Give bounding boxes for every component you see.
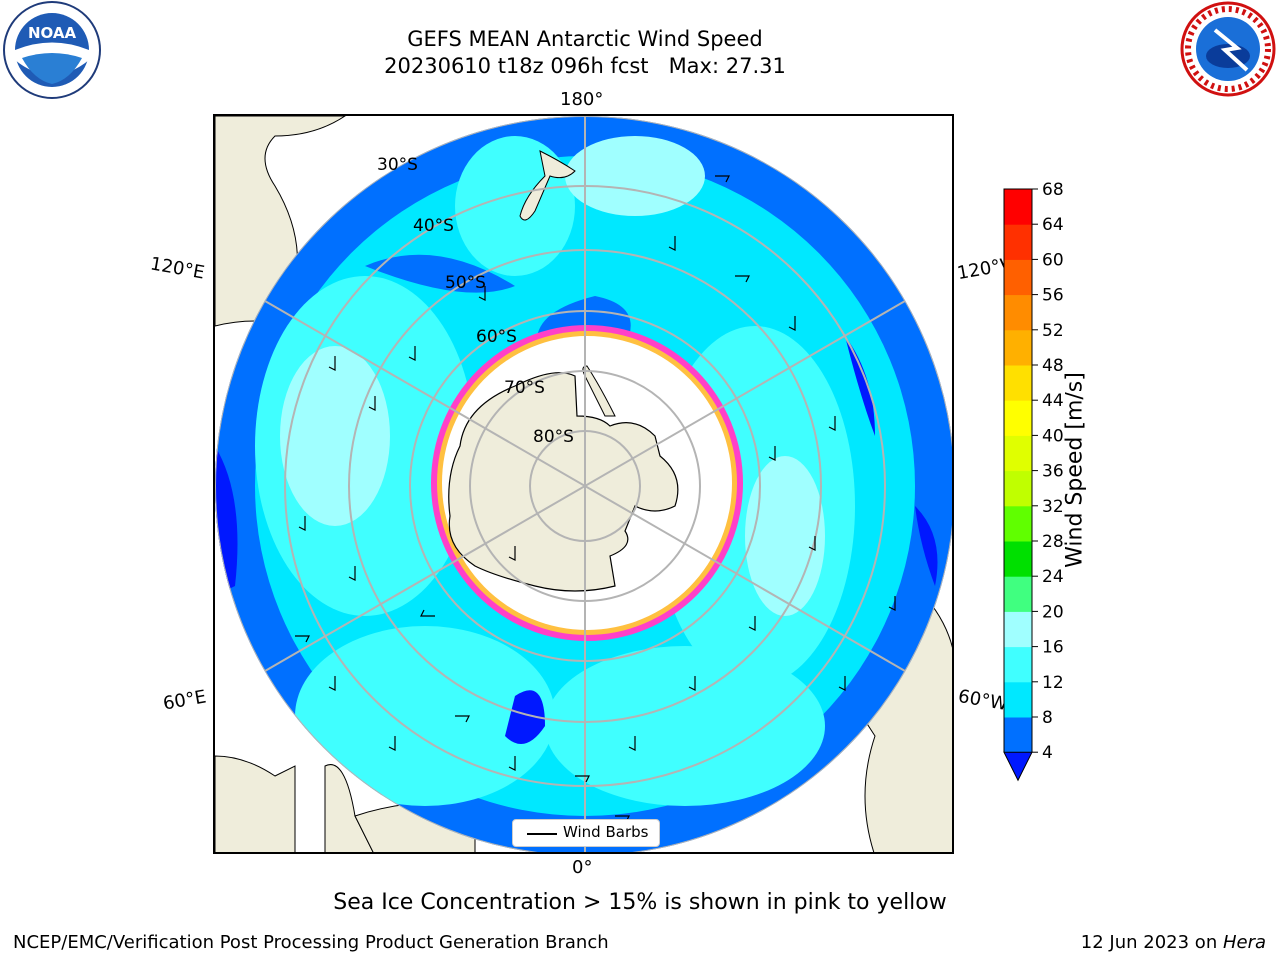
colorbar-segment bbox=[1004, 611, 1032, 648]
colorbar-tick-label: 60 bbox=[1042, 250, 1064, 270]
colorbar: 68 64 60 56 52 48 44 40 36 32 28 24 20 16 12 8 4 bbox=[1003, 180, 1064, 782]
lon-label-120e: 120°E bbox=[148, 253, 207, 284]
colorbar-segment bbox=[1004, 717, 1032, 753]
chart-subtitle: 20230610 t18z 096h fcst Max: 27.31 bbox=[384, 54, 786, 78]
colorbar-tick-label: 32 bbox=[1042, 497, 1064, 517]
footer-org: NCEP/EMC/Verification Post Processing Pr… bbox=[13, 932, 609, 953]
colorbar-segment bbox=[1004, 259, 1032, 296]
footer-host: Hera bbox=[1222, 932, 1266, 953]
colorbar-segment bbox=[1004, 681, 1032, 718]
colorbar-under-arrow bbox=[1003, 751, 1033, 782]
colorbar-tick-label: 28 bbox=[1042, 532, 1064, 552]
lat-label-60s: 60°S bbox=[476, 327, 517, 347]
colorbar-tick-label: 68 bbox=[1042, 180, 1064, 200]
wind-barbs bbox=[295, 175, 896, 823]
noaa-logo: NOAA bbox=[3, 1, 101, 99]
colorbar-tick-label: 4 bbox=[1042, 743, 1053, 763]
colorbar-tick-label: 36 bbox=[1042, 462, 1064, 482]
map-panel: 30°S 40°S 50°S 60°S 70°S 80°S Wind Barbs bbox=[213, 114, 954, 854]
colorbar-tick-label: 56 bbox=[1042, 286, 1064, 306]
lat-label-30s: 30°S bbox=[377, 155, 418, 175]
colorbar-tick-label: 52 bbox=[1042, 321, 1064, 341]
colorbar-segment bbox=[1004, 435, 1032, 472]
nws-logo bbox=[1180, 1, 1276, 97]
land-new-zealand bbox=[519, 150, 576, 221]
colorbar-tick-label: 44 bbox=[1042, 391, 1064, 411]
chart-title: GEFS MEAN Antarctic Wind Speed bbox=[407, 27, 763, 51]
footer-date-text: 12 Jun 2023 on bbox=[1080, 932, 1223, 953]
colorbar-tick-label: 12 bbox=[1042, 673, 1064, 693]
map-canvas: 30°S 40°S 50°S 60°S 70°S 80°S bbox=[215, 116, 952, 852]
colorbar-segment bbox=[1004, 541, 1032, 577]
colorbar-segment bbox=[1004, 576, 1032, 612]
land-africa bbox=[215, 755, 296, 852]
colorbar-segment bbox=[1004, 400, 1032, 436]
lon-label-180: 180° bbox=[560, 89, 604, 110]
sea-ice-note: Sea Ice Concentration > 15% is shown in … bbox=[333, 890, 947, 915]
colorbar-tick-label: 24 bbox=[1042, 567, 1064, 587]
lon-label-60e: 60°E bbox=[161, 686, 208, 715]
noaa-logo-text: NOAA bbox=[28, 24, 77, 42]
colorbar-tick-label: 16 bbox=[1042, 638, 1064, 658]
land-antarctic-peninsula bbox=[582, 365, 616, 417]
colorbar-tick-label: 48 bbox=[1042, 356, 1064, 376]
colorbar-segment bbox=[1004, 294, 1032, 331]
lat-label-70s: 70°S bbox=[504, 378, 545, 398]
colorbar-segment bbox=[1004, 646, 1032, 683]
lat-label-80s: 80°S bbox=[533, 427, 574, 447]
colorbar-segment bbox=[1004, 365, 1032, 401]
lat-label-40s: 40°S bbox=[413, 216, 454, 236]
lon-label-0: 0° bbox=[572, 857, 593, 878]
colorbar-segment bbox=[1004, 224, 1032, 260]
colorbar-tick-label: 40 bbox=[1042, 426, 1064, 446]
colorbar-tick-label: 64 bbox=[1042, 215, 1064, 235]
lat-label-50s: 50°S bbox=[445, 273, 486, 293]
map-legend: Wind Barbs bbox=[512, 819, 660, 847]
colorbar-segment bbox=[1004, 505, 1032, 542]
colorbar-segment bbox=[1004, 189, 1032, 225]
legend-line-swatch bbox=[527, 833, 557, 835]
footer-date: 12 Jun 2023 on Hera bbox=[1081, 932, 1266, 953]
colorbar-segment bbox=[1004, 329, 1032, 366]
legend-label: Wind Barbs bbox=[563, 823, 649, 841]
graticule bbox=[215, 116, 952, 852]
colorbar-label: Wind Speed [m/s] bbox=[1062, 372, 1088, 568]
colorbar-tick-label: 8 bbox=[1042, 708, 1053, 728]
colorbar-segment bbox=[1004, 470, 1032, 507]
colorbar-tick-label: 20 bbox=[1042, 602, 1064, 622]
